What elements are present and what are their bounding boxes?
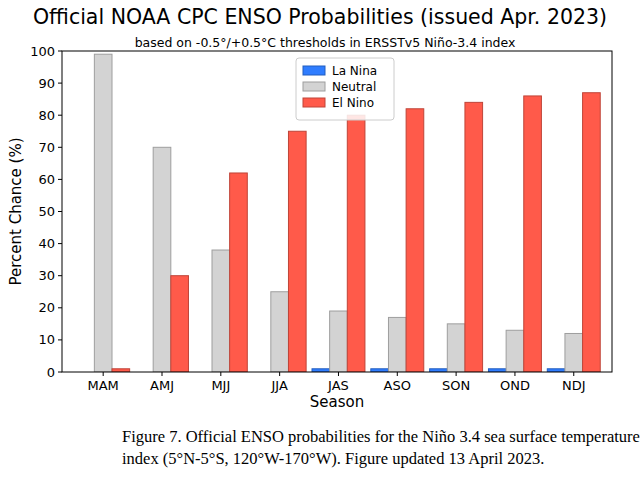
chart: Official NOAA CPC ENSO Probabilities (is…	[0, 0, 640, 480]
bar	[406, 109, 424, 372]
y-tick	[58, 147, 62, 148]
bar	[94, 54, 112, 372]
y-tick-label: 40	[38, 236, 55, 251]
y-tick-label: 100	[30, 44, 55, 59]
bar	[465, 102, 483, 372]
x-tick	[397, 372, 398, 376]
y-tick-label: 50	[38, 204, 55, 219]
y-tick	[58, 115, 62, 116]
x-tick	[573, 372, 574, 376]
bars	[94, 54, 600, 372]
x-tick	[279, 372, 280, 376]
x-tick	[220, 372, 221, 376]
y-tick	[58, 275, 62, 276]
plot-frame	[62, 51, 612, 372]
y-tick-label: 60	[38, 172, 55, 187]
x-tick-label: JJA	[270, 378, 287, 393]
bar	[330, 311, 348, 372]
x-tick-label: MJJ	[211, 378, 230, 393]
x-tick	[338, 372, 339, 376]
legend-swatch	[303, 98, 325, 107]
x-tick-label: JAS	[327, 378, 349, 393]
y-tick-label: 0	[47, 365, 55, 380]
bar	[230, 173, 248, 372]
subtitle: based on -0.5°/+0.5°C thresholds in ERSS…	[135, 35, 516, 50]
bar	[212, 250, 230, 372]
y-tick-label: 20	[38, 300, 55, 315]
caption: index (5°N-5°S, 120°W-170°W). Figure upd…	[122, 449, 544, 468]
bar	[288, 131, 306, 372]
y-tick-label: 80	[38, 108, 55, 123]
x-tick-label: OND	[500, 378, 530, 393]
x-tick-label: AMJ	[150, 378, 174, 393]
x-tick	[162, 372, 163, 376]
y-axis-label: Percent Chance (%)	[7, 137, 25, 285]
x-tick	[103, 372, 104, 376]
legend: La Nina Neutral El Nino	[296, 58, 394, 120]
y-tick-label: 90	[38, 76, 55, 91]
bar	[347, 115, 365, 372]
x-tick-label: NDJ	[562, 378, 586, 393]
y-tick-label: 70	[38, 140, 55, 155]
bar	[447, 324, 465, 372]
legend-box	[296, 58, 394, 120]
y-tick-label: 30	[38, 268, 55, 283]
bar	[583, 93, 601, 372]
y-tick	[58, 211, 62, 212]
title: Official NOAA CPC ENSO Probabilities (is…	[33, 5, 607, 29]
x-tick	[514, 372, 515, 376]
bar	[271, 292, 289, 372]
x-tick	[456, 372, 457, 376]
x-axis-label: Season	[310, 393, 364, 411]
legend-label: La Nina	[332, 64, 377, 78]
y-tick	[58, 179, 62, 180]
y-tick	[58, 339, 62, 340]
y-tick	[58, 83, 62, 84]
x-tick-label: SON	[442, 378, 470, 393]
x-tick-label: ASO	[384, 378, 411, 393]
legend-swatch	[303, 66, 325, 75]
bar	[506, 330, 524, 372]
y-tick	[58, 243, 62, 244]
y-tick-label: 10	[38, 332, 55, 347]
y-tick	[58, 372, 62, 373]
bar	[565, 333, 583, 372]
bar	[153, 147, 171, 372]
y-tick	[58, 51, 62, 52]
caption: Figure 7. Official ENSO probabilities fo…	[122, 427, 640, 446]
legend-label: El Nino	[332, 96, 374, 110]
y-tick	[58, 307, 62, 308]
bar	[388, 317, 406, 372]
bar	[171, 276, 189, 372]
legend-swatch	[303, 82, 325, 91]
legend-label: Neutral	[332, 80, 376, 94]
bar	[524, 96, 542, 372]
x-tick-label: MAM	[88, 378, 119, 393]
